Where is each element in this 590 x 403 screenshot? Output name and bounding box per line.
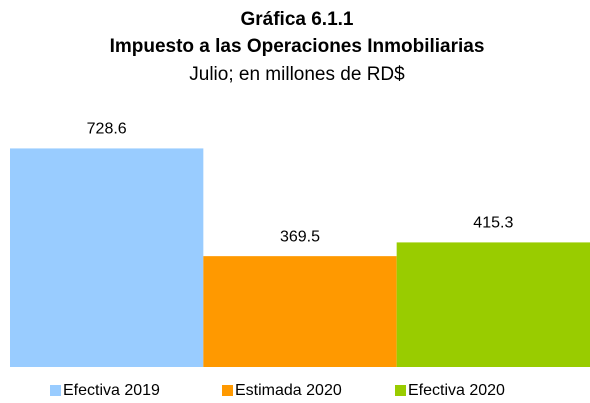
chart-title: Gráfica 6.1.1 <box>240 9 353 30</box>
legend-swatch <box>395 385 406 396</box>
bar <box>396 242 590 367</box>
data-label: 728.6 <box>87 121 127 138</box>
bar <box>203 256 397 367</box>
bar <box>10 148 204 367</box>
legend-swatch <box>222 385 233 396</box>
legend-swatch <box>50 385 61 396</box>
data-label: 369.5 <box>280 228 320 245</box>
legend-label: Efectiva 2020 <box>408 382 505 399</box>
chart-subtitle: Impuesto a las Operaciones Inmobiliarias <box>110 36 485 57</box>
legend-label: Estimada 2020 <box>235 382 342 399</box>
data-label: 415.3 <box>473 215 513 232</box>
chart-subtitle: Julio; en millones de RD$ <box>189 64 405 85</box>
legend-label: Efectiva 2019 <box>63 382 160 399</box>
